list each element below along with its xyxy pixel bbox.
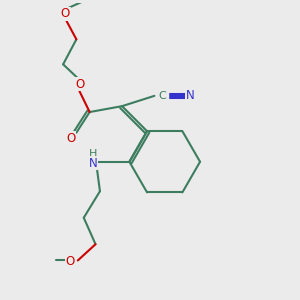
Text: O: O — [67, 132, 76, 145]
Text: H: H — [89, 148, 98, 158]
Text: O: O — [61, 7, 70, 20]
Text: O: O — [75, 78, 85, 91]
Text: O: O — [66, 255, 75, 268]
Text: N: N — [89, 157, 98, 170]
Text: N: N — [186, 89, 195, 102]
Text: C: C — [159, 91, 167, 101]
